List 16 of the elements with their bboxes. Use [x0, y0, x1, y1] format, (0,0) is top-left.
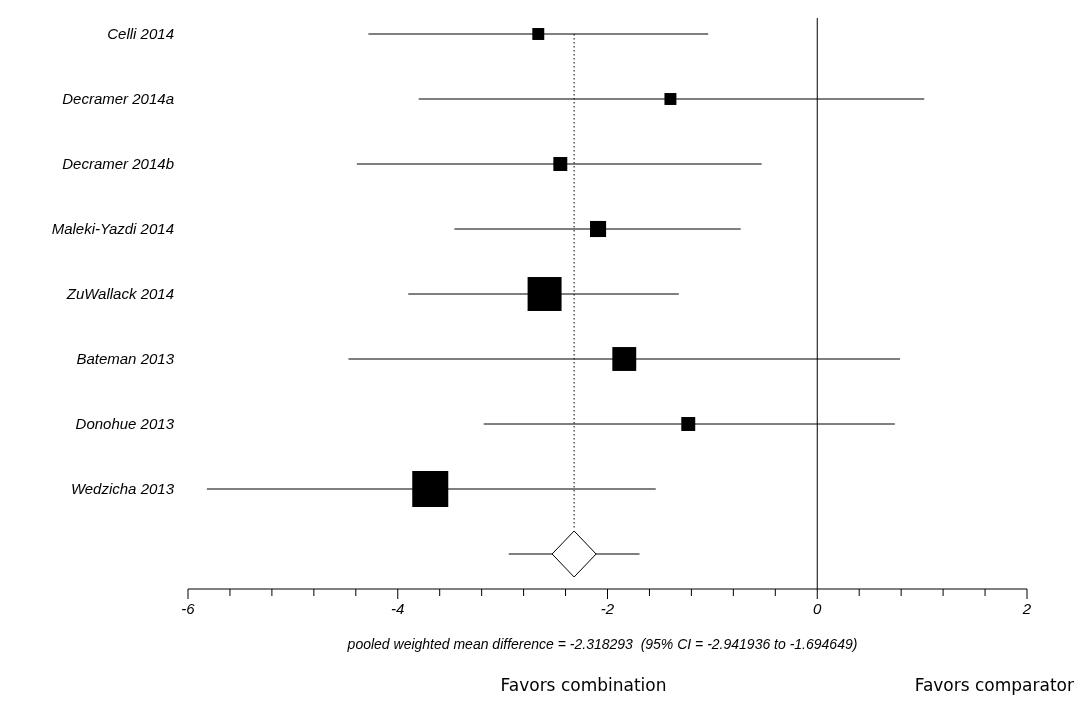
y-tick-label: ZuWallack 2014 [65, 285, 174, 303]
y-tick-label: Celli 2014 [107, 25, 174, 43]
x-tick-label: 0 [813, 600, 823, 617]
y-tick-label: Decramer 2014a [62, 90, 174, 108]
y-tick-label: Maleki-Yazdi 2014 [51, 220, 174, 238]
x-tick-label: -6 [181, 600, 196, 617]
x-tick-label: 2 [1021, 600, 1032, 617]
x-tick-label: -4 [391, 600, 405, 617]
y-tick-label: Decramer 2014b [62, 155, 174, 173]
y-tick-label: Bateman 2013 [76, 350, 175, 368]
y-tick-label: Donohue 2013 [75, 415, 175, 433]
x-tick-label: -2 [600, 600, 615, 617]
text: Favors comparator [914, 675, 1075, 695]
y-tick-label: Wedzicha 2013 [70, 480, 175, 498]
text: pooled weighted mean difference = -2.318293 (95% CI = -2.941936 to -1.694649) [346, 636, 858, 652]
text: Favors combination [500, 675, 667, 695]
